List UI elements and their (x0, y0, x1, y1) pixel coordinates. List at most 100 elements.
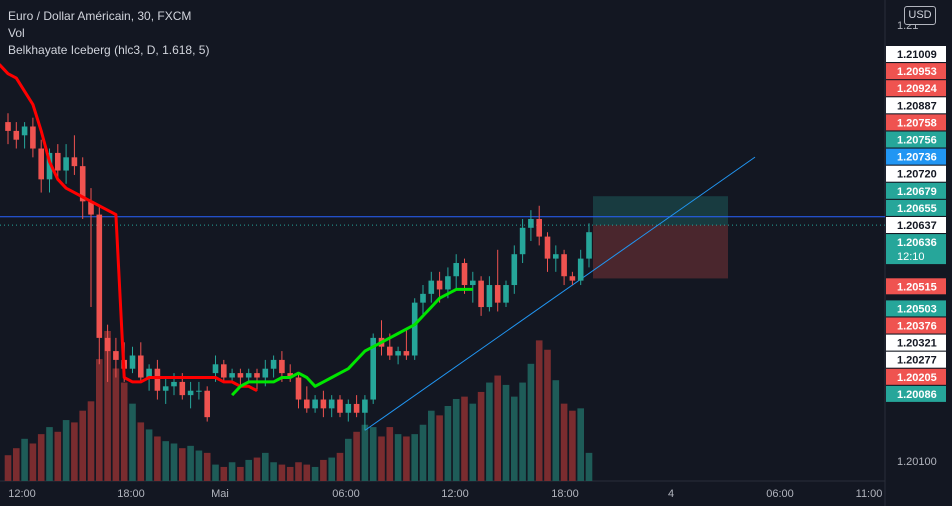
volume-bar (120, 382, 128, 481)
candle-body (71, 157, 78, 167)
price-badge (886, 278, 946, 295)
volume-bar (96, 359, 103, 481)
volume-bar (303, 464, 311, 481)
candle-body (96, 214, 103, 338)
candle-body (494, 285, 501, 303)
volume-bar (286, 466, 294, 481)
candle-body (113, 351, 119, 360)
price-badge (886, 46, 946, 62)
volume-bar (411, 434, 418, 481)
candle-body (561, 254, 567, 277)
time-axis-label: 12:00 (441, 488, 469, 500)
price-badge (886, 80, 946, 97)
candle-body (146, 368, 152, 378)
candle-body (79, 166, 86, 202)
candle-body (586, 232, 592, 259)
volume-bar (13, 448, 20, 481)
candle-body (129, 355, 136, 369)
price-badge-label: 1.20277 (897, 355, 937, 367)
time-axis-label: Mai (211, 488, 229, 500)
candle-body (511, 254, 518, 286)
volume-bar (79, 410, 86, 481)
candle-body (420, 293, 426, 303)
candle-body (470, 280, 476, 286)
candle-body (162, 386, 169, 391)
price-badge (886, 351, 946, 368)
price-badge (886, 385, 946, 402)
volume-bar (228, 462, 236, 481)
price-axis-label: 1.20100 (897, 456, 937, 468)
price-badge (886, 114, 946, 131)
candle-body (461, 263, 468, 286)
volume-bar (394, 434, 402, 481)
candle-body (353, 403, 360, 413)
volume-bar (328, 457, 335, 481)
price-badge (886, 334, 946, 351)
price-badge (886, 300, 946, 317)
price-badge-label: 1.20376 (897, 321, 937, 333)
candle-body (312, 399, 318, 409)
volume-bar (4, 455, 12, 481)
candle-body (154, 368, 161, 391)
candle-body (387, 346, 393, 356)
trend-line[interactable] (364, 156, 756, 431)
price-badge-label: 1.20086 (897, 389, 937, 401)
candle-body (254, 373, 260, 378)
price-badge (886, 317, 946, 334)
volume-legend: Vol (8, 26, 25, 40)
candle-body (221, 364, 227, 378)
stop-zone[interactable] (593, 225, 728, 279)
candle-body (362, 399, 368, 413)
price-badge (886, 182, 946, 199)
volume-bar (336, 452, 344, 481)
price-badge-label: 1.20636 (897, 237, 937, 249)
volume-bar (129, 403, 136, 481)
candle-body (38, 148, 44, 180)
candle-body (337, 399, 343, 413)
candle-body (528, 218, 534, 228)
candle-body (345, 403, 352, 413)
volume-bar (569, 410, 576, 481)
volume-bar (428, 410, 435, 481)
volume-bar (519, 382, 526, 481)
candle-body (55, 152, 61, 171)
time-axis-label: 11:00 (856, 488, 883, 500)
price-badge (886, 165, 946, 182)
volume-bar (162, 441, 169, 481)
candle-body (279, 359, 285, 374)
countdown-label: 12:10 (897, 251, 925, 263)
candle-body (519, 227, 526, 255)
volume-bar (187, 445, 194, 481)
price-badge (886, 199, 946, 216)
candle-body (370, 337, 376, 400)
candle-body (328, 399, 335, 409)
price-badge-label: 1.20924 (897, 83, 938, 95)
price-badge-label: 1.20321 (897, 338, 937, 350)
candle-body (503, 285, 509, 303)
volume-bar (386, 427, 394, 481)
volume-bar (87, 401, 95, 481)
time-axis-label: 12:00 (8, 488, 36, 500)
candle-body (569, 276, 576, 281)
volume-bar (278, 464, 286, 481)
candle-body (395, 351, 401, 356)
candle-body (46, 152, 53, 180)
candle-body (63, 157, 69, 171)
volume-bar (71, 422, 78, 481)
chart-legend: Euro / Dollar Américain, 30, FXCM Vol Be… (8, 8, 209, 59)
price-badge (886, 131, 946, 148)
candle-body (196, 390, 202, 392)
currency-button[interactable]: USD (904, 6, 936, 25)
price-badge-label: 1.20637 (897, 220, 937, 232)
time-axis-label: 06:00 (766, 488, 794, 500)
candle-body (403, 351, 410, 356)
target-zone[interactable] (593, 196, 728, 226)
volume-bar (560, 403, 568, 481)
volume-bar (21, 438, 28, 481)
volume-bar (195, 450, 203, 481)
price-badge-label: 1.20720 (897, 169, 937, 181)
volume-bar (469, 403, 477, 481)
volume-bar (419, 424, 427, 481)
price-badge-label: 1.20515 (897, 281, 937, 293)
